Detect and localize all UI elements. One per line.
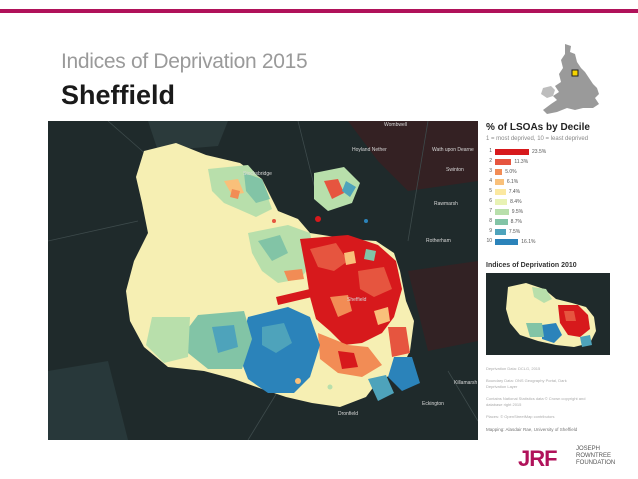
legend-bar (495, 229, 506, 235)
legend-bar (495, 219, 508, 225)
place-label: Dronfield (338, 411, 359, 417)
logo-line: FOUNDATION (576, 460, 616, 466)
top-accent-bar (0, 9, 638, 13)
legend-percent-label: 11.3% (514, 159, 529, 165)
inset-map-2010 (486, 273, 610, 355)
slide-subtitle: Indices of Deprivation 2015 (61, 50, 308, 73)
source-note: Deprivation Data: DCLG, 2015 (486, 366, 541, 371)
legend-decile-number: 2 (489, 158, 492, 164)
legend-decile-number: 9 (489, 228, 492, 234)
source-note: Places: © OpenStreetMap contributors (486, 414, 555, 419)
legend-bar (495, 239, 519, 245)
legend-bar (495, 169, 503, 175)
place-label: Hoyland Nether (352, 147, 387, 153)
legend-decile-number: 8 (489, 218, 492, 224)
legend-percent-label: 7.4% (508, 189, 521, 195)
legend-percent-label: 8.4% (510, 199, 522, 205)
legend-row-decile-4: 4 6.1% (486, 178, 606, 186)
legend-bar (495, 199, 508, 205)
legend-percent-label: 6.1% (506, 179, 519, 185)
legend-bar (495, 149, 529, 155)
legend-row-decile-9: 9 7.5% (486, 228, 606, 236)
legend-row-decile-3: 3 5.0% (486, 168, 606, 176)
legend-row-decile-5: 5 7.4% (486, 188, 606, 196)
place-label: Sheffield (347, 297, 367, 303)
mapping-credit: Mapping: Alasdair Rae, University of She… (486, 427, 578, 432)
legend-title: % of LSOAs by Decile (486, 122, 590, 133)
legend-row-decile-2: 2 11.3% (486, 158, 606, 166)
inset-title: Indices of Deprivation 2010 (486, 262, 577, 269)
place-label: Killamarsh (454, 380, 478, 386)
source-note: Contains National Statistics data © Crow… (486, 396, 586, 401)
legend-decile-number: 4 (489, 178, 492, 184)
legend-decile-number: 1 (489, 148, 492, 154)
legend-subtitle: 1 = most deprived, 10 = least deprived (486, 136, 589, 142)
logo-line: JOSEPH (576, 446, 601, 452)
legend-percent-label: 23.5% (532, 149, 547, 155)
legend-row-decile-8: 8 8.7% (486, 218, 606, 226)
legend-bar (495, 189, 506, 195)
england-locator-map (541, 44, 599, 114)
legend-decile-number: 5 (489, 188, 492, 194)
source-note: Deprivation Layer (486, 384, 518, 389)
place-label: Wath upon Dearne (432, 147, 474, 153)
legend-row-decile-10: 10 16.1% (486, 238, 606, 246)
legend-bar (495, 159, 512, 165)
slide-title: Sheffield (61, 80, 176, 110)
legend-decile-number: 3 (489, 168, 492, 174)
source-note: database right 2015 (486, 402, 522, 407)
legend-row-decile-7: 7 9.5% (486, 208, 606, 216)
logo-line: ROWNTREE (576, 453, 611, 459)
legend-percent-label: 8.7% (510, 219, 522, 225)
legend-bar (495, 179, 504, 185)
place-label: Rawmarsh (434, 201, 458, 207)
legend-decile-number: 6 (489, 198, 492, 204)
legend-percent-label: 5.0% (505, 169, 517, 175)
place-label: Stocksbridge (243, 171, 272, 177)
sheffield-marker (571, 69, 579, 77)
legend-row-decile-1: 1 23.5% (486, 148, 606, 156)
jrf-logo: JRF (518, 446, 558, 471)
place-label: Wombwell (384, 122, 407, 128)
legend-bar (495, 209, 509, 215)
source-note: Boundary Data: ONS Geography Portal, Dar… (486, 378, 567, 383)
place-label: Eckington (422, 401, 444, 407)
place-label: Swinton (446, 167, 464, 173)
legend-percent-label: 9.5% (511, 209, 524, 215)
legend-decile-number: 10 (486, 238, 492, 244)
deprivation-map: Wombwell Hoyland Nether Wath upon Dearne… (48, 121, 478, 440)
legend-row-decile-6: 6 8.4% (486, 198, 606, 206)
legend-decile-number: 7 (489, 208, 492, 214)
legend-percent-label: 7.5% (508, 229, 521, 235)
place-label: Rotherham (426, 238, 451, 244)
legend-percent-label: 16.1% (521, 239, 536, 245)
